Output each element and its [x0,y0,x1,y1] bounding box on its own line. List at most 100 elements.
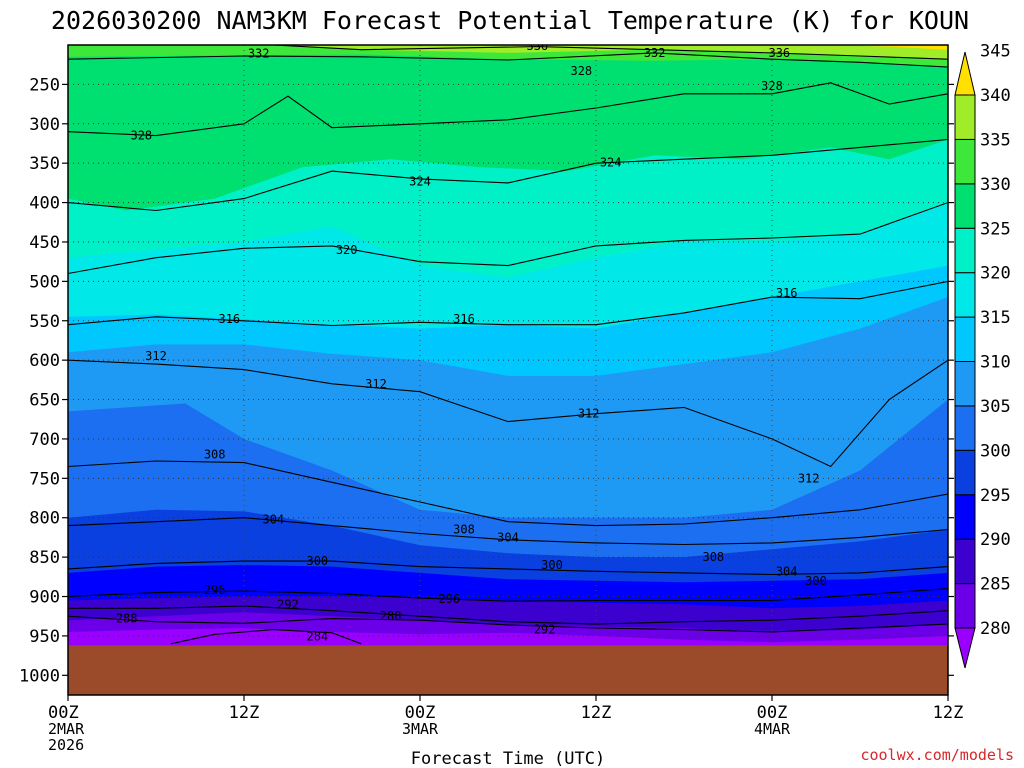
contour-label: 300 [805,574,827,588]
contour-label: 308 [453,523,475,537]
contour-label: 336 [526,39,548,53]
x-tick-label: 12Z [229,703,260,723]
contour-label: 328 [130,129,152,143]
colorbar-swatch-top [954,51,976,96]
x-axis-label: Forecast Time (UTC) [411,749,605,768]
contour-line-320 [68,202,948,275]
contour-line-332 [68,52,948,68]
y-tick-label: 1000 [19,666,60,686]
y-tick-label: 250 [29,75,60,95]
contour-label: 328 [570,64,592,78]
contour-label: 304 [262,512,284,526]
colorbar-label: 305 [980,397,1011,417]
contour-label: 312 [798,471,820,485]
colorbar-label: 280 [980,619,1011,639]
y-tick-label: 900 [29,588,60,608]
contour-line-308 [68,460,948,527]
colorbar-swatch [954,183,976,229]
x-tick-label: 2026 [48,736,84,754]
colorbar-swatch [954,227,976,274]
contour-label: 312 [145,349,167,363]
contour-label: 324 [600,155,622,169]
y-tick-label: 950 [29,627,60,647]
contour-line-324 [68,138,948,212]
colorbar-swatch [954,583,976,629]
colorbar-label: 285 [980,575,1011,595]
contour-line-292 [68,605,948,625]
contour-label: 316 [453,312,475,326]
contour-line-328 [68,82,948,137]
colorbar-swatch [954,138,976,185]
y-tick-label: 300 [29,115,60,135]
colorbar-label: 315 [980,308,1011,328]
grid-lines [68,45,948,695]
contour-line-288 [68,615,948,633]
contour-label: 312 [365,377,387,391]
y-tick-label: 550 [29,312,60,332]
contour-label: 288 [116,612,138,626]
y-tick-label: 350 [29,154,60,174]
contour-label: 296 [204,583,226,597]
colorbar-label: 340 [980,86,1011,106]
colorbar-swatch [954,94,976,140]
contour-line-304 [68,517,948,546]
colorbar-swatch-bottom [954,627,976,669]
x-tick-label: 00Z [757,703,788,723]
chart-title: 2026030200 NAM3KM Forecast Potential Tem… [51,6,969,35]
colorbar-swatch [954,449,976,496]
colorbar-label: 290 [980,530,1011,550]
colorbar-label: 335 [980,130,1011,150]
credit-text: coolwx.com/models [860,746,1014,764]
y-tick-label: 500 [29,272,60,292]
contour-label: 300 [541,558,563,572]
y-tick-label: 650 [29,391,60,411]
colorbar-swatch [954,272,976,318]
contour-label: 316 [776,286,798,300]
x-tick-label: 00Z [405,703,436,723]
contour-label: 284 [306,630,328,644]
contour-line-312 [68,359,948,468]
x-tick-label: 12Z [581,703,612,723]
contour-label: 308 [702,550,724,564]
contour-label: 304 [497,530,519,544]
contour-line-296 [68,588,948,602]
contour-label: 332 [644,46,666,60]
colorbar-label: 325 [980,219,1011,239]
contour-label: 336 [768,46,790,60]
colorbar-label: 295 [980,486,1011,506]
colorbar-swatch [954,538,976,585]
contour-label: 332 [248,47,270,61]
y-tick-label: 450 [29,233,60,253]
colorbar: 280 285 290 295 300 305 310 315 320 325 330 335 340 3… [954,42,1011,669]
contour-label: 316 [218,312,240,326]
contour-label: 292 [534,623,556,637]
x-tick-label: 3MAR [402,720,439,738]
colorbar-swatch [954,361,976,407]
x-tick-label: 12Z [933,703,964,723]
colorbar-label: 310 [980,353,1011,373]
contour-label-layer: 332 336 332 336 328 328 328 324 324 320 316 316 316 3… [116,39,827,644]
y-tick-label: 850 [29,548,60,568]
colorbar-swatch [954,316,976,363]
contour-label: 324 [409,174,431,188]
y-tick-label: 400 [29,194,60,214]
colorbar-label: 345 [980,42,1011,62]
y-tick-label: 700 [29,430,60,450]
x-tick-label: 00Z [48,703,79,723]
x-tick-label: 4MAR [754,720,791,738]
contour-line-300 [68,560,948,576]
contour-label: 292 [277,597,299,611]
contour-label: 312 [578,407,600,421]
y-axis: 250 300 350 400 450 500 550 600 650 700 750 800 850 9… [19,75,954,686]
contour-line-284 [170,629,362,645]
plot-area: 332 336 332 336 328 328 328 324 324 320 316 316 316 3… [68,39,948,695]
contour-label: 320 [336,243,358,257]
contour-band-324 [68,45,948,211]
contour-line-336 [68,45,948,60]
contour-label: 296 [438,592,460,606]
contour-label: 300 [306,554,328,568]
ground-terrain [68,645,948,695]
contour-line-layer [68,45,948,645]
